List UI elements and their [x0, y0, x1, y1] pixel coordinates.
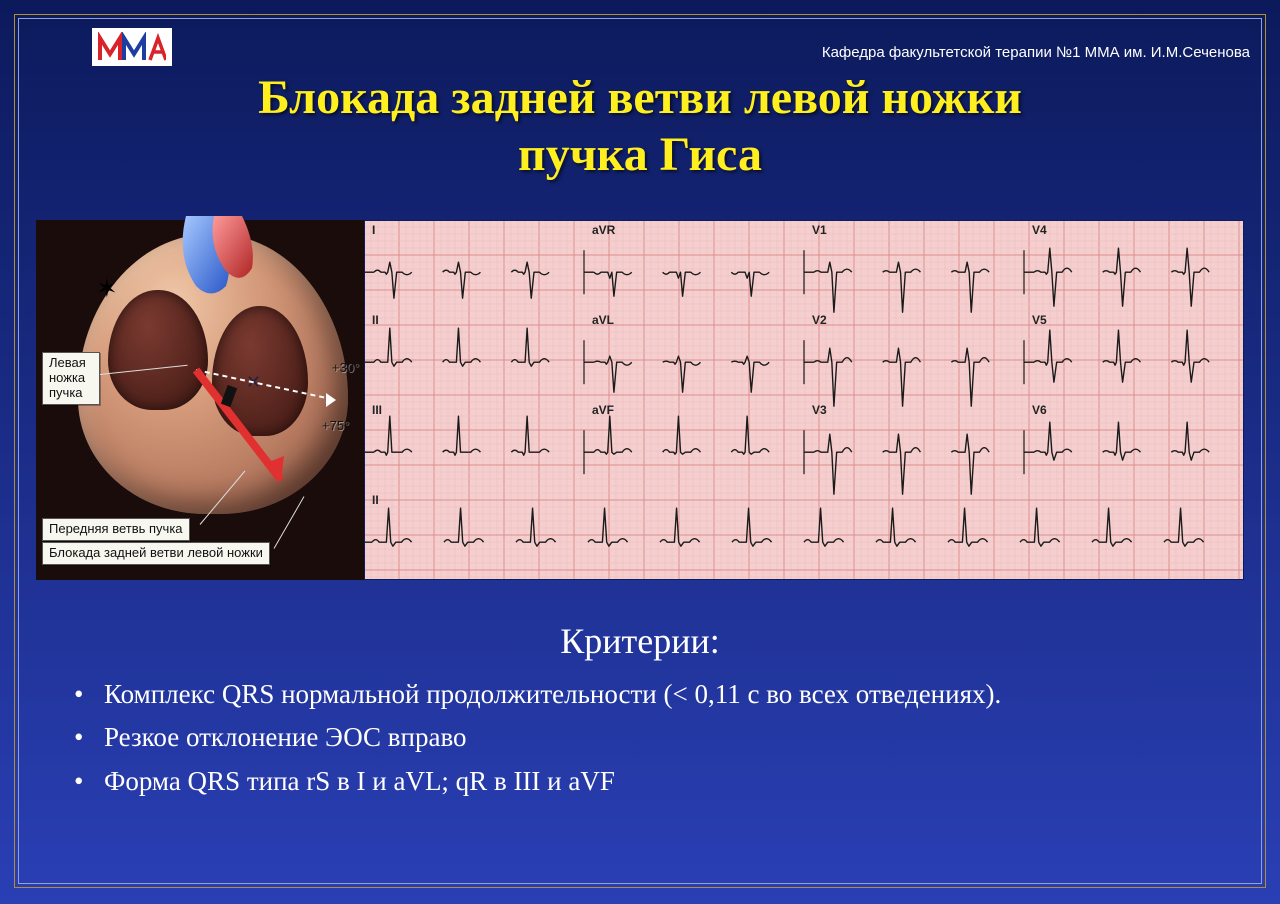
callout-left-bundle: Левая ножка пучка: [42, 352, 100, 405]
criteria-heading: Критерии:: [0, 620, 1280, 662]
title-line-1: Блокада задней ветви левой ножки: [0, 70, 1280, 127]
list-item: • Комплекс QRS нормальной продолжительно…: [74, 676, 1220, 713]
callout-posterior-block: Блокада задней ветви левой ножки: [42, 542, 270, 565]
institution-logo: [92, 28, 172, 66]
svg-text:V4: V4: [1032, 223, 1047, 237]
svg-text:V5: V5: [1032, 313, 1047, 327]
list-item: • Форма QRS типа rS в I и aVL; qR в III …: [74, 763, 1220, 800]
title-line-2: пучка Гиса: [0, 127, 1280, 184]
bullet-icon: •: [74, 676, 86, 713]
svg-text:III: III: [372, 403, 382, 417]
svg-text:V1: V1: [812, 223, 827, 237]
angle-label-2: +75°: [322, 418, 349, 433]
department-text: Кафедра факультетской терапии №1 ММА им.…: [822, 44, 1250, 61]
ecg-traces: IaVR V1 V4 II aVL V2 V5 III aVF V3 V6 II: [364, 220, 1244, 580]
ecg-panel: IaVR V1 V4 II aVL V2 V5 III aVF V3 V6 II: [364, 220, 1244, 580]
svg-text:V6: V6: [1032, 403, 1047, 417]
criteria-text: Комплекс QRS нормальной продолжительност…: [104, 676, 1001, 713]
svg-text:aVF: aVF: [592, 403, 614, 417]
angle-label-1: +30°: [332, 360, 359, 375]
svg-text:I: I: [372, 223, 375, 237]
criteria-text: Форма QRS типа rS в I и aVL; qR в III и …: [104, 763, 615, 800]
criteria-text: Резкое отклонение ЭОС вправо: [104, 719, 467, 756]
svg-text:II: II: [372, 313, 379, 327]
slide: Кафедра факультетской терапии №1 ММА им.…: [0, 0, 1280, 904]
callout-anterior-branch: Передняя ветвь пучка: [42, 518, 190, 541]
figure-area: ✶ ✕ +30° +75° Левая ножка пучка Передняя…: [36, 220, 1244, 580]
svg-text:aVL: aVL: [592, 313, 614, 327]
bullet-icon: •: [74, 719, 86, 756]
svg-text:V2: V2: [812, 313, 827, 327]
svg-text:aVR: aVR: [592, 223, 616, 237]
svg-text:II: II: [372, 493, 379, 507]
heart-anatomy-diagram: ✶ ✕ +30° +75° Левая ножка пучка Передняя…: [36, 220, 364, 580]
svg-text:V3: V3: [812, 403, 827, 417]
logo-icon: [98, 32, 166, 62]
axis-arrows-icon: [186, 330, 356, 490]
burst-icon: ✶: [96, 274, 118, 304]
criteria-list: • Комплекс QRS нормальной продолжительно…: [74, 676, 1220, 806]
list-item: • Резкое отклонение ЭОС вправо: [74, 719, 1220, 756]
slide-title: Блокада задней ветви левой ножки пучка Г…: [0, 70, 1280, 183]
bullet-icon: •: [74, 763, 86, 800]
